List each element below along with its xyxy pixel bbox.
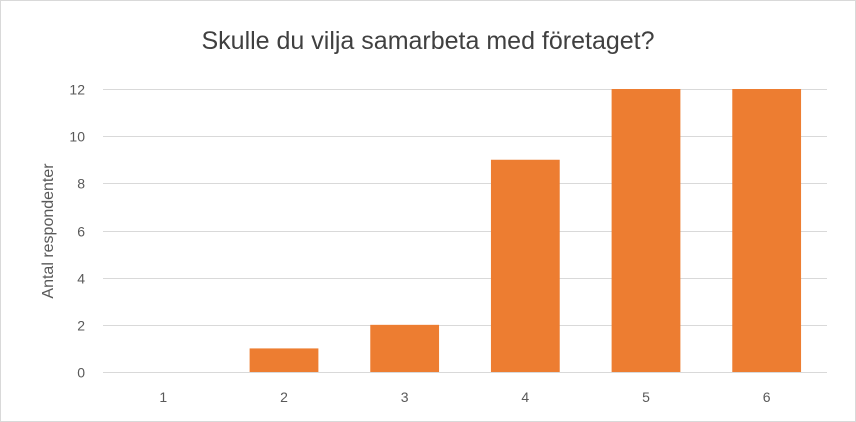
x-tick-label: 2	[280, 389, 288, 405]
y-tick-label: 8	[77, 176, 85, 192]
y-axis-title: Antal respondenter	[40, 163, 57, 299]
bar-2	[249, 348, 319, 372]
x-tick-label: 6	[763, 389, 771, 405]
bars	[249, 89, 802, 372]
gridlines	[103, 89, 827, 373]
bar-5	[611, 89, 681, 372]
x-tick-label: 4	[521, 389, 529, 405]
bar-3	[370, 324, 440, 372]
bar-6	[732, 89, 802, 372]
y-tick-label: 2	[77, 318, 85, 334]
y-axis-ticks: 0 2 4 6 8 10 12	[69, 82, 85, 381]
y-tick-label: 12	[69, 82, 85, 98]
y-tick-label: 6	[77, 224, 85, 240]
y-tick-label: 4	[77, 271, 85, 287]
x-tick-label: 1	[159, 389, 167, 405]
y-tick-label: 10	[69, 129, 85, 145]
bar-4	[490, 159, 560, 372]
y-tick-label: 0	[77, 365, 85, 381]
x-axis-ticks: 1 2 3 4 5 6	[159, 389, 770, 405]
x-tick-label: 5	[642, 389, 650, 405]
chart-title: Skulle du vilja samarbeta med företaget?	[201, 27, 655, 55]
x-tick-label: 3	[401, 389, 409, 405]
